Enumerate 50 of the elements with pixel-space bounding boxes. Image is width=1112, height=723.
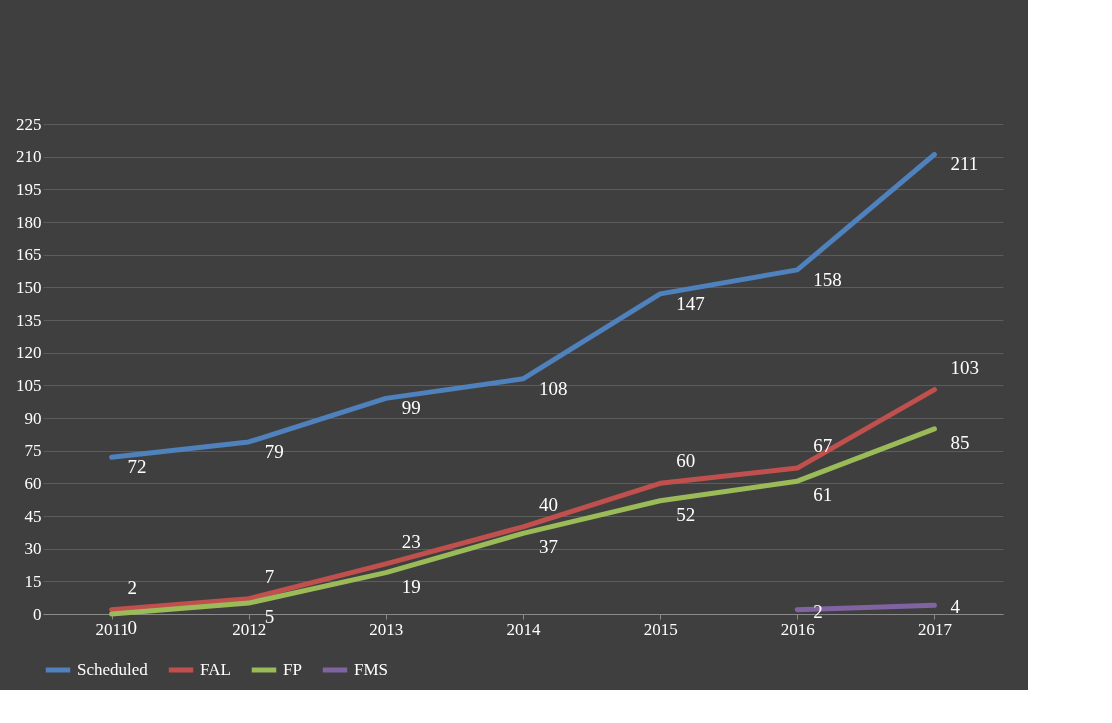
data-label: 60 — [676, 450, 696, 472]
y-tick-label: 45 — [24, 506, 42, 526]
y-tick-label: 195 — [16, 179, 42, 199]
x-tick-label: 2017 — [917, 619, 953, 639]
x-tick-label: 2014 — [506, 619, 541, 639]
data-label: 52 — [676, 503, 696, 525]
data-label: 2 — [127, 576, 138, 598]
data-label: 108 — [539, 377, 568, 399]
data-label: 2 — [813, 600, 823, 622]
data-label: 103 — [950, 356, 979, 378]
data-label: 0 — [127, 617, 138, 638]
x-tick-label: 2011 — [95, 619, 129, 639]
legend-label: FP — [283, 660, 302, 679]
data-label: 99 — [401, 397, 421, 419]
data-label: 7 — [264, 565, 275, 587]
data-label: 72 — [127, 456, 147, 478]
y-tick-label: 90 — [24, 408, 42, 428]
data-label: 5 — [264, 606, 275, 628]
y-tick-label: 0 — [33, 604, 42, 624]
data-label: 147 — [676, 292, 705, 314]
data-label: 40 — [539, 493, 558, 515]
data-label: 85 — [950, 431, 970, 453]
data-label: 19 — [401, 575, 421, 597]
y-tick-label: 150 — [16, 277, 42, 297]
y-tick-label: 225 — [16, 114, 42, 134]
y-tick-label: 75 — [24, 441, 42, 461]
x-tick-label: 2012 — [232, 619, 267, 639]
legend-label: FAL — [200, 660, 231, 679]
data-label: 4 — [950, 596, 961, 618]
data-label: 79 — [264, 440, 284, 462]
x-tick-label: 2015 — [643, 619, 678, 639]
data-label: 211 — [950, 153, 979, 175]
y-tick-label: 180 — [16, 212, 42, 232]
data-label: 23 — [401, 530, 421, 552]
y-tick-label: 210 — [16, 147, 42, 167]
x-tick-label: 2013 — [369, 619, 404, 639]
x-tick-label: 2016 — [780, 619, 815, 639]
y-tick-label: 60 — [24, 473, 42, 493]
y-tick-label: 135 — [16, 310, 42, 330]
y-tick-label: 105 — [16, 375, 42, 395]
legend-label: Scheduled — [77, 660, 149, 679]
y-tick-label: 30 — [24, 539, 42, 559]
y-tick-label: 165 — [16, 245, 42, 265]
y-tick-label: 120 — [16, 343, 42, 363]
data-label: 61 — [813, 484, 833, 506]
y-tick-label: 15 — [24, 571, 42, 591]
data-label: 67 — [813, 435, 833, 457]
legend-label: FMS — [354, 660, 389, 679]
data-label: 158 — [813, 268, 842, 290]
data-label: 37 — [539, 536, 558, 558]
